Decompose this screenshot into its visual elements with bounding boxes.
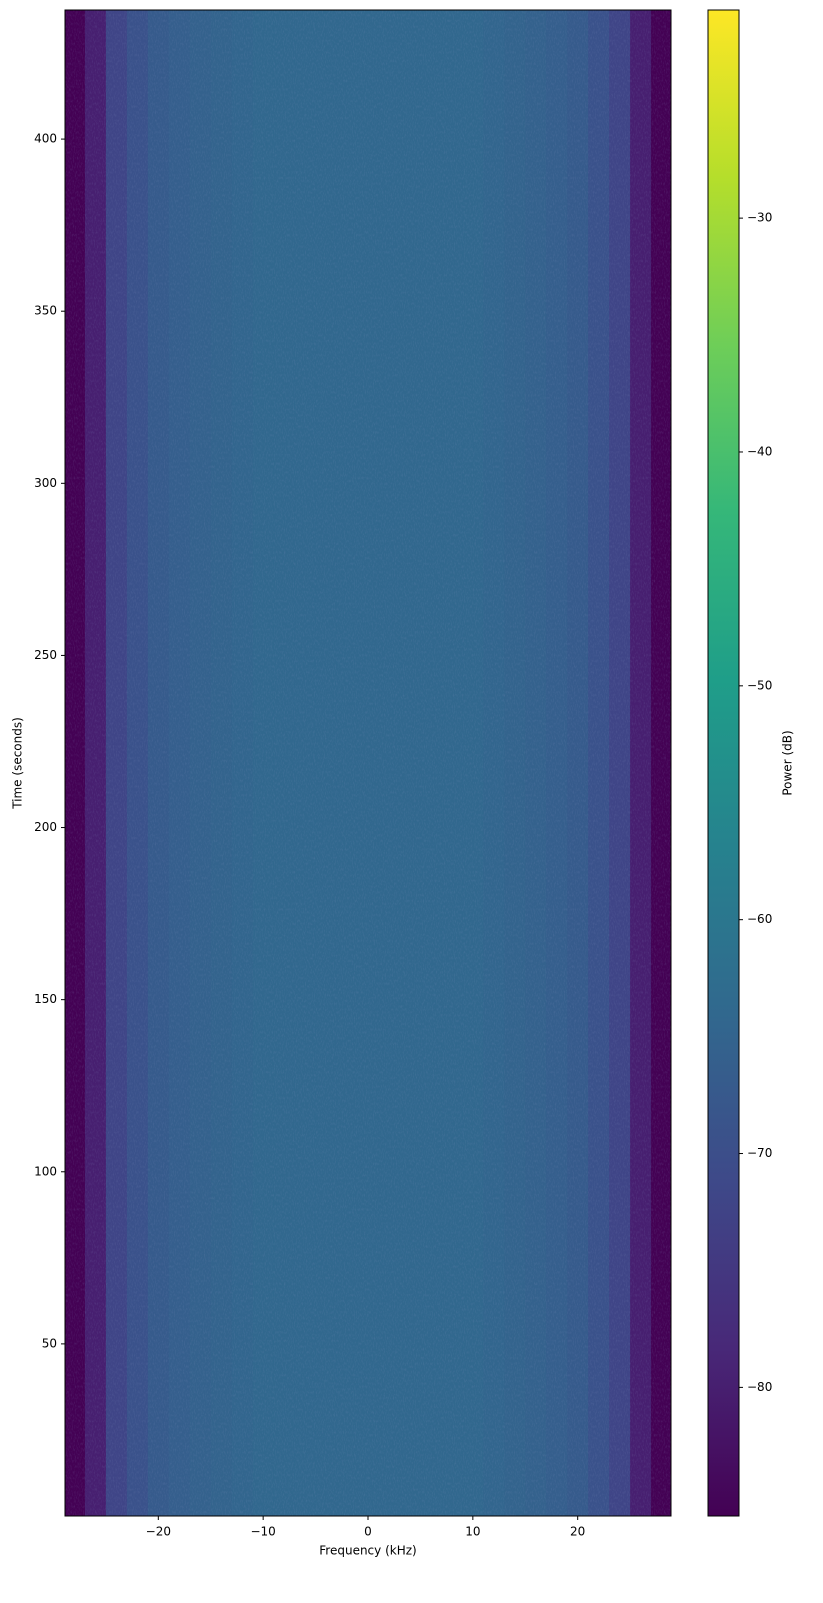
- y-tick-label: 300: [34, 476, 57, 490]
- colorbar-label: Power (dB): [781, 730, 795, 795]
- x-tick-label: 0: [364, 1525, 372, 1539]
- y-axis-label: Time (seconds): [11, 717, 25, 810]
- x-axis-label: Frequency (kHz): [319, 1544, 416, 1558]
- colorbar-tick-label: −60: [747, 912, 772, 926]
- x-tick-label: 10: [465, 1525, 480, 1539]
- y-tick-label: 200: [34, 820, 57, 834]
- x-tick-label: −10: [250, 1525, 275, 1539]
- colorbar-tick-label: −40: [747, 444, 772, 458]
- y-tick-label: 400: [34, 132, 57, 146]
- colorbar-tick-label: −80: [747, 1380, 772, 1394]
- x-tick-label: 20: [570, 1525, 585, 1539]
- y-tick-label: 50: [42, 1336, 57, 1350]
- y-tick-label: 150: [34, 992, 57, 1006]
- texture: [65, 10, 671, 1516]
- colorbar-tick-label: −30: [747, 211, 772, 225]
- colorbar-tick-label: −70: [747, 1146, 772, 1160]
- x-tick-label: −20: [146, 1525, 171, 1539]
- colorbar-tick-label: −50: [747, 678, 772, 692]
- y-tick-label: 100: [34, 1164, 57, 1178]
- y-tick-label: 350: [34, 304, 57, 318]
- y-tick-label: 250: [34, 648, 57, 662]
- colorbar: [707, 9, 740, 1517]
